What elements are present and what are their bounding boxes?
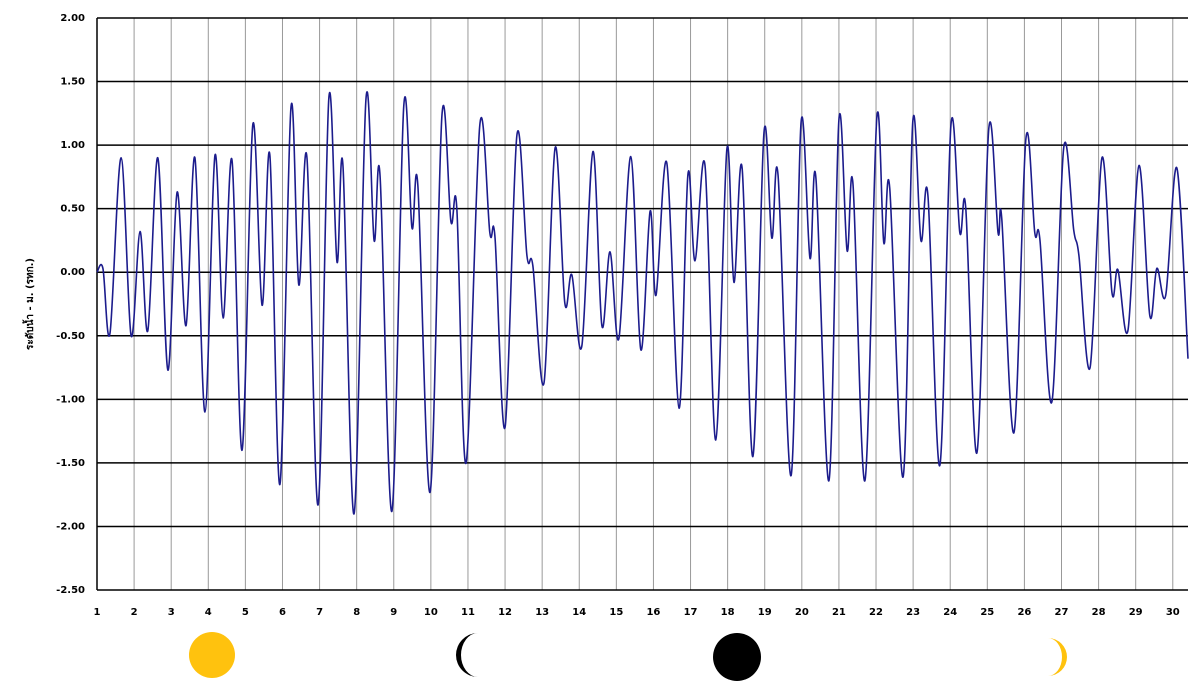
x-tick-label: 30: [1166, 607, 1180, 618]
crescent-moon-icon: [1048, 638, 1067, 676]
x-tick-label: 11: [461, 607, 475, 618]
x-tick-label: 1: [94, 607, 101, 618]
x-tick-label: 19: [758, 607, 772, 618]
y-tick-label: -1.00: [56, 394, 85, 405]
x-tick-label: 28: [1092, 607, 1106, 618]
x-tick-label: 17: [684, 607, 698, 618]
x-tick-label: 26: [1017, 607, 1031, 618]
x-tick-label: 5: [242, 607, 249, 618]
crescent-moon-icon: [456, 633, 478, 677]
x-tick-label: 9: [390, 607, 397, 618]
x-tick-label: 14: [572, 607, 586, 618]
x-tick-label: 13: [535, 607, 549, 618]
x-tick-label: 4: [205, 607, 212, 618]
y-axis-label: ระดับน้ำ - ม. (รทก.): [22, 258, 36, 350]
y-tick-label: -2.50: [56, 585, 85, 596]
y-tick-label: -0.50: [56, 331, 85, 342]
x-tick-label: 8: [353, 607, 360, 618]
y-tick-label: -2.00: [56, 521, 85, 532]
x-tick-label: 29: [1129, 607, 1143, 618]
y-tick-label: -1.50: [56, 458, 85, 469]
x-tick-label: 15: [609, 607, 623, 618]
x-tick-label: 27: [1055, 607, 1069, 618]
x-tick-label: 6: [279, 607, 286, 618]
y-tick-label: 2.00: [60, 13, 85, 24]
tide-line: [96, 91, 1189, 515]
y-tick-label: 0.50: [60, 204, 85, 215]
x-tick-label: 23: [906, 607, 920, 618]
x-tick-label: 24: [943, 607, 957, 618]
x-tick-label: 2: [131, 607, 138, 618]
y-tick-label: 0.00: [60, 267, 85, 278]
x-tick-label: 22: [869, 607, 883, 618]
moon-phases: [189, 632, 1067, 681]
x-tick-label: 3: [168, 607, 175, 618]
x-tick-label: 12: [498, 607, 512, 618]
x-tick-label: 25: [980, 607, 994, 618]
y-tick-label: 1.00: [60, 140, 85, 151]
x-tick-label: 7: [316, 607, 323, 618]
new-moon-icon: [713, 633, 761, 681]
x-tick-label: 10: [424, 607, 438, 618]
x-tick-label: 21: [832, 607, 846, 618]
x-tick-label: 16: [646, 607, 660, 618]
full-moon-icon: [189, 632, 235, 678]
x-tick-label: 18: [721, 607, 735, 618]
x-tick-label: 20: [795, 607, 809, 618]
y-tick-label: 1.50: [60, 77, 85, 88]
